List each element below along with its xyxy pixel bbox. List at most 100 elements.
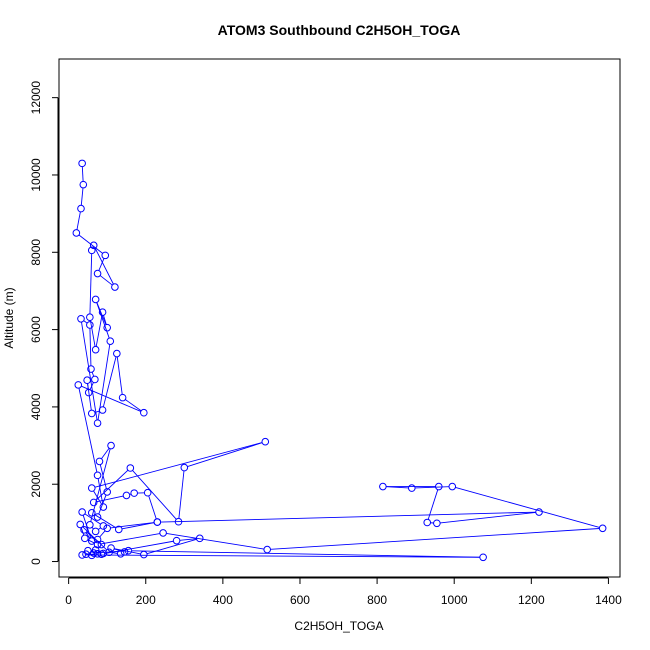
series-line-segment xyxy=(94,248,114,285)
x-axis-label: C2H5OH_TOGA xyxy=(294,619,383,633)
data-point xyxy=(87,551,96,560)
series-line-segment xyxy=(85,554,480,558)
series-line-segment xyxy=(101,447,110,460)
data-point xyxy=(80,526,88,534)
data-point xyxy=(407,484,416,492)
series-line-segment xyxy=(427,489,439,520)
x-tick-label: 400 xyxy=(213,593,233,607)
data-point xyxy=(89,241,98,250)
data-point xyxy=(98,308,107,317)
data-point xyxy=(448,482,457,491)
data-point xyxy=(105,548,113,557)
data-point xyxy=(103,488,111,496)
data-point xyxy=(74,381,83,389)
series-line-segment xyxy=(103,315,107,325)
series-line-segment xyxy=(96,302,110,339)
x-tick-label: 1200 xyxy=(518,593,545,607)
series-line-segment xyxy=(98,258,105,271)
series-line-segment xyxy=(415,486,449,489)
data-point xyxy=(91,375,99,384)
y-tick-label: 8000 xyxy=(29,239,43,266)
data-point xyxy=(98,406,107,414)
x-tick-label: 800 xyxy=(367,593,387,607)
data-point xyxy=(261,437,270,446)
data-point xyxy=(93,540,102,549)
data-point xyxy=(87,537,96,545)
data-point xyxy=(143,488,152,497)
series-line-segment xyxy=(89,320,96,347)
y-tick-label: 10000 xyxy=(29,158,43,192)
series-line-segment xyxy=(89,328,92,366)
data-point xyxy=(103,323,111,332)
data-point xyxy=(126,464,135,472)
data-point xyxy=(140,408,148,417)
x-axis: 0 200 400 600 800 1000 1200 1400 xyxy=(65,577,622,607)
data-point xyxy=(124,546,133,555)
data-point xyxy=(87,246,96,255)
data-point xyxy=(140,550,148,559)
data-point xyxy=(93,513,102,521)
data-point xyxy=(113,349,121,358)
data-point xyxy=(91,345,100,354)
data-point xyxy=(103,524,111,533)
series-line-segment xyxy=(78,388,98,473)
data-point xyxy=(86,521,94,529)
series-line-segment xyxy=(160,511,536,523)
x-tick-label: 1000 xyxy=(441,593,468,607)
data-point xyxy=(81,534,89,543)
series-line-group xyxy=(76,166,600,558)
data-point xyxy=(263,545,272,554)
series-line-segment xyxy=(80,527,85,536)
data-point xyxy=(77,204,85,213)
data-point xyxy=(95,457,104,466)
series-line-segment xyxy=(97,478,104,504)
series-line-segment xyxy=(96,550,126,554)
y-axis-label: Altitude (m) xyxy=(2,287,16,348)
y-axis: 0 2000 4000 6000 8000 10000 12000 xyxy=(29,81,59,565)
data-point xyxy=(87,365,95,373)
data-point xyxy=(91,546,100,554)
series-line-segment xyxy=(166,533,265,550)
y-tick-label: 12000 xyxy=(29,81,43,115)
series-line-segment xyxy=(83,320,88,324)
x-tick-label: 200 xyxy=(136,593,156,607)
data-point xyxy=(535,508,543,516)
data-point xyxy=(93,471,102,480)
series-line-segment xyxy=(440,511,536,524)
series-line-segment xyxy=(85,553,95,556)
data-point xyxy=(106,337,115,345)
data-point xyxy=(79,180,88,189)
data-point xyxy=(91,527,100,536)
series-line-segment xyxy=(85,532,91,539)
data-point xyxy=(93,419,102,427)
series-line-segment xyxy=(100,533,160,545)
series-line-segment xyxy=(89,253,93,314)
data-point xyxy=(87,409,96,418)
series-line-segment xyxy=(80,187,84,206)
y-tick-label: 0 xyxy=(29,558,43,565)
x-tick-label: 600 xyxy=(290,593,310,607)
data-point xyxy=(130,489,138,497)
series-line-segment xyxy=(90,448,111,522)
data-point xyxy=(93,550,102,558)
series-line-segment xyxy=(179,538,197,541)
series-line-segment xyxy=(112,552,118,554)
data-point xyxy=(99,522,108,530)
data-point xyxy=(89,498,98,507)
data-point xyxy=(118,393,127,402)
data-point xyxy=(479,553,487,562)
y-tick-label: 6000 xyxy=(29,316,43,343)
data-point xyxy=(598,524,607,533)
series-line-segment xyxy=(99,464,107,489)
data-point xyxy=(423,518,432,527)
data-point xyxy=(97,540,106,549)
data-point xyxy=(180,463,189,472)
data-point xyxy=(87,484,96,492)
data-point xyxy=(120,548,129,556)
series-line-segment xyxy=(132,470,177,520)
series-line-segment xyxy=(99,275,113,286)
y-tick-label: 4000 xyxy=(29,393,43,420)
data-point xyxy=(86,321,94,329)
series-line-segment xyxy=(187,442,263,468)
